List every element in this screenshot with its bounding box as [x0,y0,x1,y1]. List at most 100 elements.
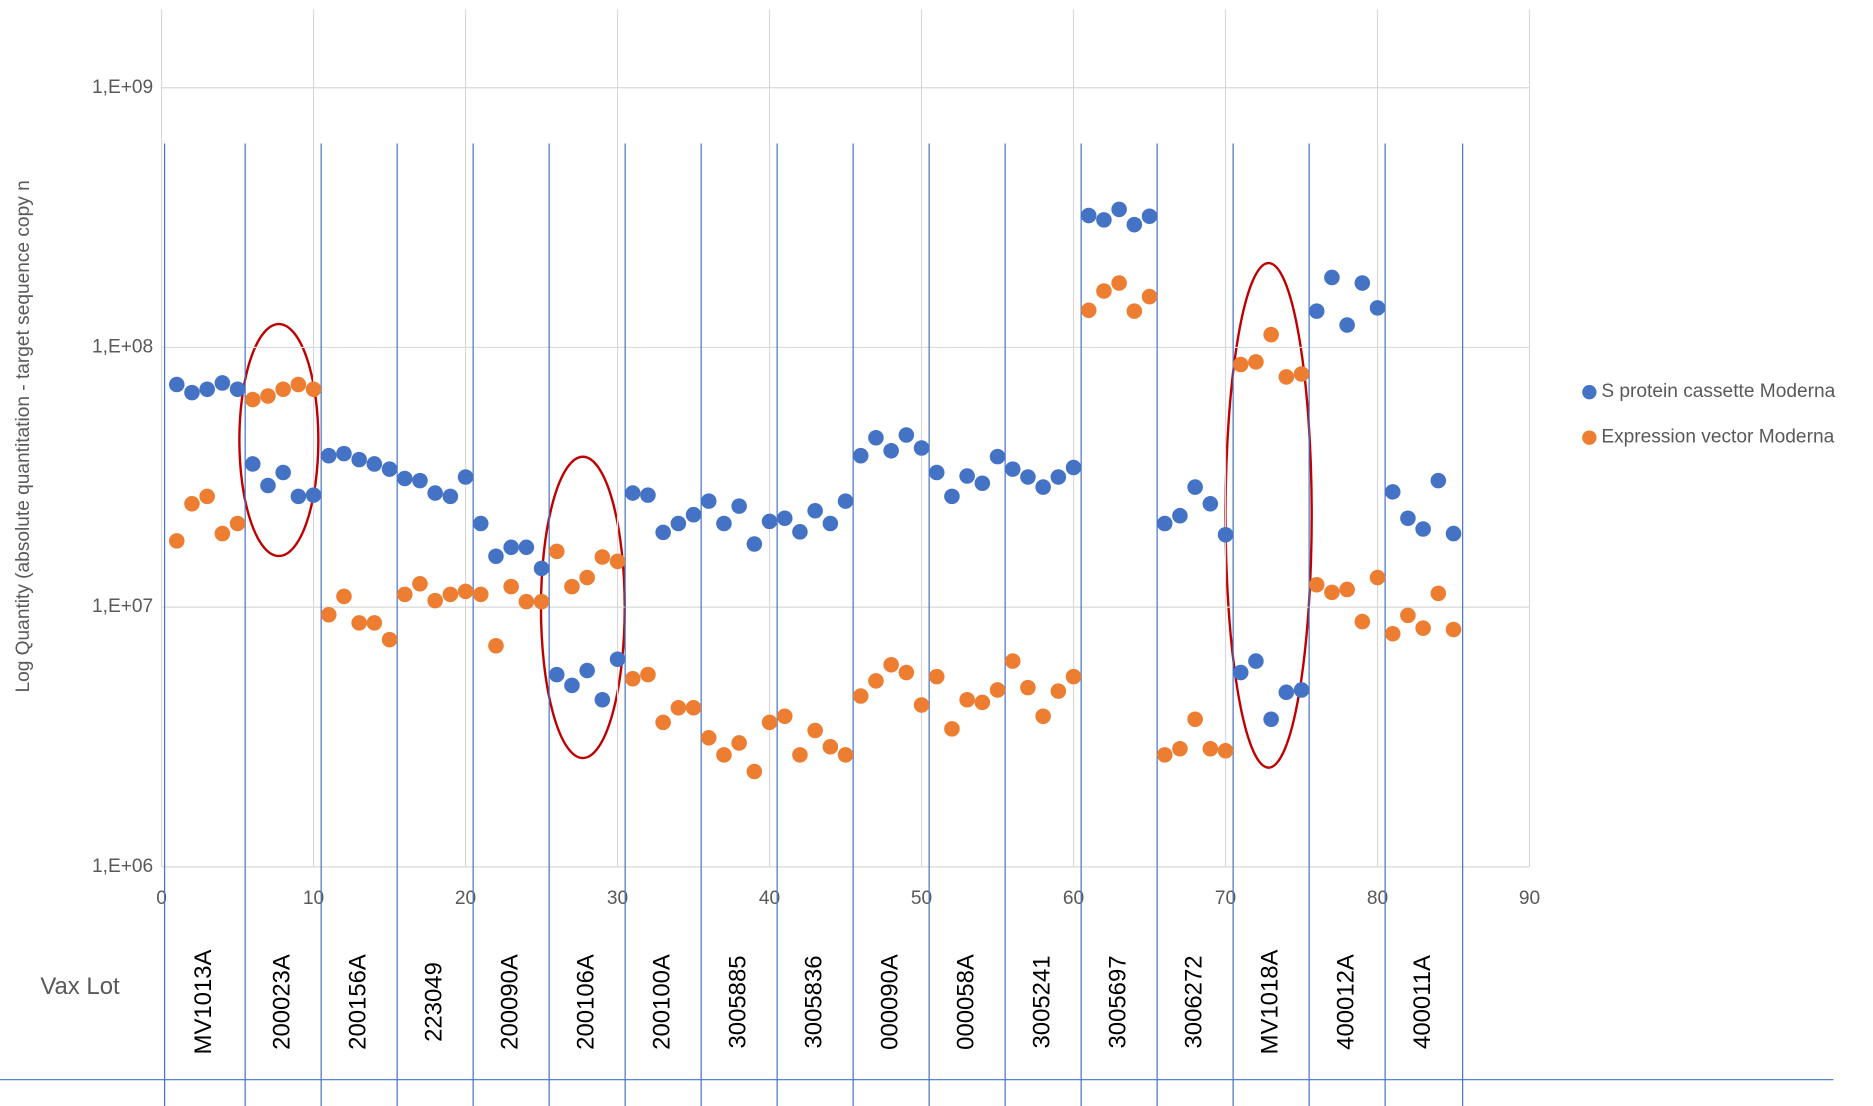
data-point [427,485,443,501]
x-tick-label: 0 [156,888,167,909]
data-point [290,376,307,393]
data-point [807,503,823,519]
data-point [275,381,291,398]
data-point [1126,303,1143,319]
data-point [1430,585,1447,602]
data-point [168,376,185,393]
data-point [229,515,246,532]
x-tick-label: 40 [759,888,780,909]
data-point [594,549,611,565]
data-point [457,583,474,600]
data-point [472,586,489,603]
data-point [852,688,869,704]
data-point [1324,269,1340,286]
lot-label: MV1013A [190,949,217,1054]
lot-label: 200100A [648,954,675,1050]
data-point [1308,303,1325,319]
x-tick-label: 20 [455,888,476,909]
data-point [396,470,413,487]
lot-label: 000090A [876,954,903,1050]
data-point [1035,479,1051,495]
data-point [1020,679,1036,696]
data-point [442,488,459,505]
data-point [1278,684,1295,701]
data-point [655,524,671,541]
data-point [928,464,945,481]
data-point [776,708,793,725]
data-point [1354,613,1371,630]
data-point [244,391,261,408]
data-point [1324,584,1340,601]
data-point [700,730,717,746]
data-point [1278,369,1295,385]
lot-label: 200090A [496,954,523,1050]
lot-label: 3006272 [1180,955,1207,1048]
legend-label: S protein cassette Moderna [1601,381,1835,402]
data-point [1415,521,1431,537]
data-point [168,533,185,549]
data-point [913,440,930,456]
data-point [609,553,626,570]
data-point [655,714,671,731]
data-point [1400,510,1416,527]
data-point [199,488,215,505]
data-point [731,735,747,751]
data-point [214,375,231,391]
data-point [1384,625,1401,642]
data-point [716,515,732,532]
data-point [1172,740,1188,757]
data-point [1080,207,1097,224]
data-point [336,588,352,605]
data-point [1384,484,1401,500]
data-point [548,666,565,683]
data-point [351,451,367,468]
data-point [533,560,550,577]
lot-label: 3005885 [724,955,751,1048]
data-point [746,763,763,780]
data-point [624,670,641,687]
data-point [609,651,626,668]
data-point [533,593,550,610]
data-point [944,488,960,505]
y-tick-label: 1,E+07 [92,596,153,617]
data-point [1141,208,1158,225]
data-point [1232,356,1249,373]
data-point [579,662,595,679]
data-point [1065,459,1082,476]
data-point [1232,664,1249,681]
data-point [1263,326,1279,343]
data-point [442,586,459,603]
data-point [381,631,398,648]
data-point [381,461,398,477]
data-point [1430,472,1447,489]
lot-label: 400011A [1409,955,1436,1049]
data-point [640,666,656,683]
data-point [518,539,535,556]
lot-label: 200156A [344,954,371,1050]
data-point [518,593,535,610]
data-point [320,447,337,464]
data-point [792,524,808,540]
data-point [579,569,595,586]
lot-label: 3005697 [1104,955,1131,1048]
x-tick-label: 60 [1063,888,1084,909]
data-point [700,493,717,509]
data-point [1369,300,1386,316]
lot-label: 200106A [572,954,599,1050]
data-point [427,592,443,609]
data-point [959,468,975,484]
data-point [488,638,504,654]
data-point [685,699,702,716]
data-point [883,443,899,459]
data-point [792,747,808,763]
data-point [1004,653,1021,669]
data-point [898,427,915,443]
data-point [761,714,778,731]
data-point [1217,526,1234,543]
y-tick-label: 1,E+06 [92,856,153,877]
data-point [457,469,474,485]
legend-marker [1582,430,1597,445]
data-point [548,543,565,560]
data-point [776,510,793,527]
